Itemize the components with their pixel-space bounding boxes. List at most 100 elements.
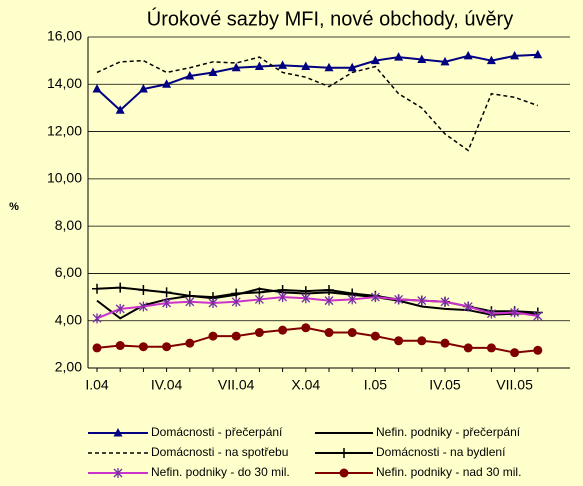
marker [254,328,264,338]
series [92,323,543,358]
marker [324,328,334,338]
marker [138,301,148,312]
marker [161,287,172,298]
marker [138,342,148,352]
marker [208,297,218,308]
marker [339,448,349,458]
marker [417,295,427,306]
x-tick-label: VII.05 [496,377,533,393]
legend-label: Nefin. podniky - přečerpání [376,425,521,439]
x-tick-label: I.04 [85,377,109,393]
marker [208,331,218,341]
legend-label: Nefin. podniky - nad 30 mil. [376,465,521,479]
marker [533,310,543,321]
chart-title: Úrokové sazby MFI, nové obchody, úvěry [147,7,513,30]
y-tick-label: 4,00 [55,311,82,327]
marker [347,62,357,72]
y-axis-label: % [9,201,19,213]
x-tick-label: IV.04 [151,377,183,393]
marker [463,301,473,312]
marker [440,56,450,66]
marker [347,328,357,338]
marker [370,55,380,65]
marker [208,67,218,76]
x-tick-label: X.04 [291,377,320,393]
marker [115,282,126,293]
series [92,49,543,114]
marker [115,303,125,314]
marker [394,336,404,346]
marker [92,283,102,294]
marker [92,313,102,324]
x-tick-label: I.05 [364,377,388,393]
marker [278,292,288,303]
marker [324,295,334,306]
marker [254,294,264,305]
line [96,53,538,112]
marker [162,342,172,352]
line [96,56,539,152]
marker [92,343,102,353]
y-tick-label: 14,00 [47,75,82,91]
y-tick-label: 6,00 [55,264,82,280]
marker [510,307,520,318]
y-tick-label: 2,00 [55,359,82,375]
marker [254,61,264,71]
marker [231,62,241,72]
marker [324,62,334,72]
marker [185,296,195,307]
marker [533,345,543,355]
marker [463,343,473,353]
marker [162,297,172,308]
marker [370,292,380,303]
marker [510,348,520,358]
marker [463,50,473,60]
legend-label: Domácnosti - přečerpání [151,425,283,439]
marker [92,84,102,93]
y-tick-label: 16,00 [47,28,82,44]
marker [510,50,520,60]
marker [162,79,172,88]
marker [486,343,496,353]
marker [440,296,450,307]
marker [533,49,543,59]
marker [440,338,450,348]
x-tick-label: VII.04 [218,377,255,393]
marker [185,338,195,348]
y-tick-label: 8,00 [55,217,82,233]
y-tick-label: 10,00 [47,170,82,186]
series [96,56,539,152]
marker [113,468,123,478]
marker [486,55,496,65]
line [96,296,538,320]
marker [301,293,311,304]
legend-label: Domácnosti - na bydlení [376,445,506,459]
marker [113,428,123,437]
legend-label: Nefin. podniky - do 30 mil. [151,465,290,479]
marker [417,336,427,346]
marker [324,284,334,295]
marker [394,294,404,305]
series [92,292,543,324]
marker [394,52,404,61]
x-tick-label: IV.05 [429,377,461,393]
marker [278,60,288,69]
marker [347,294,357,305]
marker [115,105,125,114]
marker [339,468,349,478]
marker [115,341,125,351]
marker [185,71,195,80]
marker [301,61,311,71]
marker [301,323,311,333]
y-tick-label: 12,00 [47,122,82,138]
marker [231,331,241,341]
marker [278,325,288,335]
marker [231,296,241,307]
legend-label: Domácnosti - na spotřebu [151,445,288,459]
marker [138,84,148,93]
marker [138,284,149,295]
marker [417,54,427,63]
marker [486,308,496,319]
